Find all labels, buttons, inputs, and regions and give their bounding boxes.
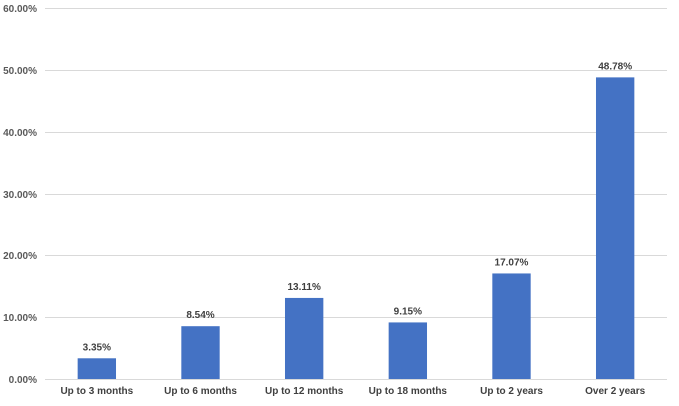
category-label-4: Up to 18 months xyxy=(369,386,448,397)
bar-1 xyxy=(77,358,117,379)
y-tick-label-6: 60.00% xyxy=(3,4,37,15)
data-label-6: 48.78% xyxy=(598,61,632,72)
data-label-5: 17.07% xyxy=(495,257,529,268)
category-label-3: Up to 12 months xyxy=(265,386,344,397)
category-label-2: Up to 6 months xyxy=(164,386,237,397)
y-tick-label-4: 40.00% xyxy=(3,128,37,139)
category-label-1: Up to 3 months xyxy=(60,386,133,397)
y-tick-label-1: 10.00% xyxy=(3,313,37,324)
data-label-3: 13.11% xyxy=(287,282,320,293)
category-label-5: Up to 2 years xyxy=(480,386,543,397)
y-tick-label-0: 0.00% xyxy=(9,375,37,386)
bars xyxy=(77,77,635,379)
bar-4 xyxy=(388,322,428,379)
data-label-2: 8.54% xyxy=(186,310,214,321)
data-label-4: 9.15% xyxy=(394,306,422,317)
data-label-1: 3.35% xyxy=(83,342,111,353)
bar-3 xyxy=(284,297,324,379)
bar-6 xyxy=(595,77,635,379)
y-tick-label-5: 50.00% xyxy=(3,66,37,77)
bar-2 xyxy=(181,326,220,379)
gridlines xyxy=(45,8,667,318)
category-label-6: Over 2 years xyxy=(585,386,645,397)
labels: 0.00% 10.00% 20.00% 30.00% 40.00% 50.00% 60.00… xyxy=(3,4,646,397)
y-tick-label-2: 20.00% xyxy=(3,251,37,262)
y-tick-label-3: 30.00% xyxy=(3,190,37,201)
bar-5 xyxy=(492,273,531,379)
